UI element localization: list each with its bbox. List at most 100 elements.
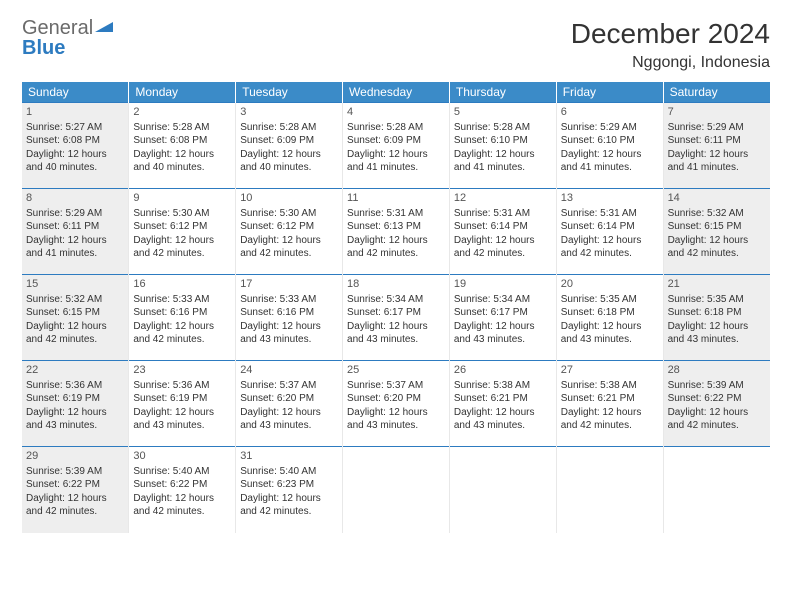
daylight-text: Daylight: 12 hours and 42 minutes.	[454, 234, 552, 261]
day-number: 29	[26, 449, 124, 464]
daylight-text: Daylight: 12 hours and 41 minutes.	[668, 148, 766, 175]
day-number: 28	[668, 363, 766, 378]
sunset-text: Sunset: 6:23 PM	[240, 478, 338, 492]
sunrise-text: Sunrise: 5:28 AM	[347, 121, 445, 135]
daylight-text: Daylight: 12 hours and 42 minutes.	[240, 492, 338, 519]
sunset-text: Sunset: 6:12 PM	[133, 220, 231, 234]
sunrise-text: Sunrise: 5:40 AM	[240, 465, 338, 479]
day-number: 18	[347, 277, 445, 292]
logo-line2: Blue	[22, 38, 115, 58]
sunset-text: Sunset: 6:09 PM	[347, 134, 445, 148]
day-number: 5	[454, 105, 552, 120]
day-number: 26	[454, 363, 552, 378]
sunrise-text: Sunrise: 5:39 AM	[668, 379, 766, 393]
calendar-cell: 6Sunrise: 5:29 AMSunset: 6:10 PMDaylight…	[556, 103, 663, 189]
calendar-cell: 22Sunrise: 5:36 AMSunset: 6:19 PMDayligh…	[22, 361, 129, 447]
sunset-text: Sunset: 6:19 PM	[133, 392, 231, 406]
daylight-text: Daylight: 12 hours and 43 minutes.	[347, 406, 445, 433]
daylight-text: Daylight: 12 hours and 42 minutes.	[133, 320, 231, 347]
sunrise-text: Sunrise: 5:36 AM	[26, 379, 124, 393]
day-number: 4	[347, 105, 445, 120]
sunset-text: Sunset: 6:21 PM	[561, 392, 659, 406]
calendar-cell: 17Sunrise: 5:33 AMSunset: 6:16 PMDayligh…	[236, 275, 343, 361]
calendar-cell: 30Sunrise: 5:40 AMSunset: 6:22 PMDayligh…	[129, 447, 236, 533]
sunset-text: Sunset: 6:14 PM	[561, 220, 659, 234]
calendar-row: 22Sunrise: 5:36 AMSunset: 6:19 PMDayligh…	[22, 361, 770, 447]
sunset-text: Sunset: 6:15 PM	[668, 220, 766, 234]
sunrise-text: Sunrise: 5:27 AM	[26, 121, 124, 135]
weekday-header: Saturday	[663, 82, 770, 103]
sunset-text: Sunset: 6:12 PM	[240, 220, 338, 234]
sunset-text: Sunset: 6:11 PM	[26, 220, 124, 234]
day-number: 10	[240, 191, 338, 206]
calendar-cell: 24Sunrise: 5:37 AMSunset: 6:20 PMDayligh…	[236, 361, 343, 447]
daylight-text: Daylight: 12 hours and 42 minutes.	[561, 406, 659, 433]
day-number: 14	[668, 191, 766, 206]
daylight-text: Daylight: 12 hours and 42 minutes.	[133, 492, 231, 519]
daylight-text: Daylight: 12 hours and 43 minutes.	[561, 320, 659, 347]
daylight-text: Daylight: 12 hours and 43 minutes.	[668, 320, 766, 347]
calendar-cell	[449, 447, 556, 533]
calendar-cell: 7Sunrise: 5:29 AMSunset: 6:11 PMDaylight…	[663, 103, 770, 189]
sunrise-text: Sunrise: 5:36 AM	[133, 379, 231, 393]
sunset-text: Sunset: 6:22 PM	[26, 478, 124, 492]
calendar-cell: 10Sunrise: 5:30 AMSunset: 6:12 PMDayligh…	[236, 189, 343, 275]
sunrise-text: Sunrise: 5:33 AM	[133, 293, 231, 307]
calendar-cell: 2Sunrise: 5:28 AMSunset: 6:08 PMDaylight…	[129, 103, 236, 189]
daylight-text: Daylight: 12 hours and 43 minutes.	[454, 406, 552, 433]
day-number: 13	[561, 191, 659, 206]
calendar-cell	[343, 447, 450, 533]
sunset-text: Sunset: 6:17 PM	[454, 306, 552, 320]
calendar-cell: 23Sunrise: 5:36 AMSunset: 6:19 PMDayligh…	[129, 361, 236, 447]
day-number: 7	[668, 105, 766, 120]
day-number: 23	[133, 363, 231, 378]
sunset-text: Sunset: 6:21 PM	[454, 392, 552, 406]
daylight-text: Daylight: 12 hours and 42 minutes.	[133, 234, 231, 261]
weekday-header: Monday	[129, 82, 236, 103]
day-number: 19	[454, 277, 552, 292]
calendar-cell: 1Sunrise: 5:27 AMSunset: 6:08 PMDaylight…	[22, 103, 129, 189]
calendar-cell: 8Sunrise: 5:29 AMSunset: 6:11 PMDaylight…	[22, 189, 129, 275]
sunrise-text: Sunrise: 5:38 AM	[561, 379, 659, 393]
calendar-cell: 25Sunrise: 5:37 AMSunset: 6:20 PMDayligh…	[343, 361, 450, 447]
sunset-text: Sunset: 6:16 PM	[133, 306, 231, 320]
sunset-text: Sunset: 6:20 PM	[347, 392, 445, 406]
calendar-cell: 31Sunrise: 5:40 AMSunset: 6:23 PMDayligh…	[236, 447, 343, 533]
sunset-text: Sunset: 6:16 PM	[240, 306, 338, 320]
daylight-text: Daylight: 12 hours and 42 minutes.	[240, 234, 338, 261]
daylight-text: Daylight: 12 hours and 41 minutes.	[454, 148, 552, 175]
month-title: December 2024	[571, 18, 770, 50]
daylight-text: Daylight: 12 hours and 41 minutes.	[347, 148, 445, 175]
sunrise-text: Sunrise: 5:35 AM	[561, 293, 659, 307]
day-number: 15	[26, 277, 124, 292]
sunrise-text: Sunrise: 5:38 AM	[454, 379, 552, 393]
sunrise-text: Sunrise: 5:29 AM	[561, 121, 659, 135]
page-header: General Blue December 2024 Nggongi, Indo…	[22, 18, 770, 72]
sunrise-text: Sunrise: 5:34 AM	[454, 293, 552, 307]
day-number: 27	[561, 363, 659, 378]
calendar-cell: 11Sunrise: 5:31 AMSunset: 6:13 PMDayligh…	[343, 189, 450, 275]
sunset-text: Sunset: 6:10 PM	[561, 134, 659, 148]
calendar-row: 15Sunrise: 5:32 AMSunset: 6:15 PMDayligh…	[22, 275, 770, 361]
sunrise-text: Sunrise: 5:29 AM	[26, 207, 124, 221]
calendar-cell: 21Sunrise: 5:35 AMSunset: 6:18 PMDayligh…	[663, 275, 770, 361]
day-number: 21	[668, 277, 766, 292]
weekday-header-row: SundayMondayTuesdayWednesdayThursdayFrid…	[22, 82, 770, 103]
weekday-header: Thursday	[449, 82, 556, 103]
calendar-cell: 29Sunrise: 5:39 AMSunset: 6:22 PMDayligh…	[22, 447, 129, 533]
day-number: 9	[133, 191, 231, 206]
calendar-cell: 28Sunrise: 5:39 AMSunset: 6:22 PMDayligh…	[663, 361, 770, 447]
calendar-row: 1Sunrise: 5:27 AMSunset: 6:08 PMDaylight…	[22, 103, 770, 189]
sunrise-text: Sunrise: 5:33 AM	[240, 293, 338, 307]
sunset-text: Sunset: 6:18 PM	[561, 306, 659, 320]
title-block: December 2024 Nggongi, Indonesia	[571, 18, 770, 72]
sunrise-text: Sunrise: 5:31 AM	[561, 207, 659, 221]
day-number: 25	[347, 363, 445, 378]
daylight-text: Daylight: 12 hours and 43 minutes.	[240, 320, 338, 347]
calendar-cell: 12Sunrise: 5:31 AMSunset: 6:14 PMDayligh…	[449, 189, 556, 275]
sunset-text: Sunset: 6:14 PM	[454, 220, 552, 234]
sunset-text: Sunset: 6:15 PM	[26, 306, 124, 320]
calendar-cell	[556, 447, 663, 533]
logo: General Blue	[22, 18, 115, 58]
sunset-text: Sunset: 6:19 PM	[26, 392, 124, 406]
